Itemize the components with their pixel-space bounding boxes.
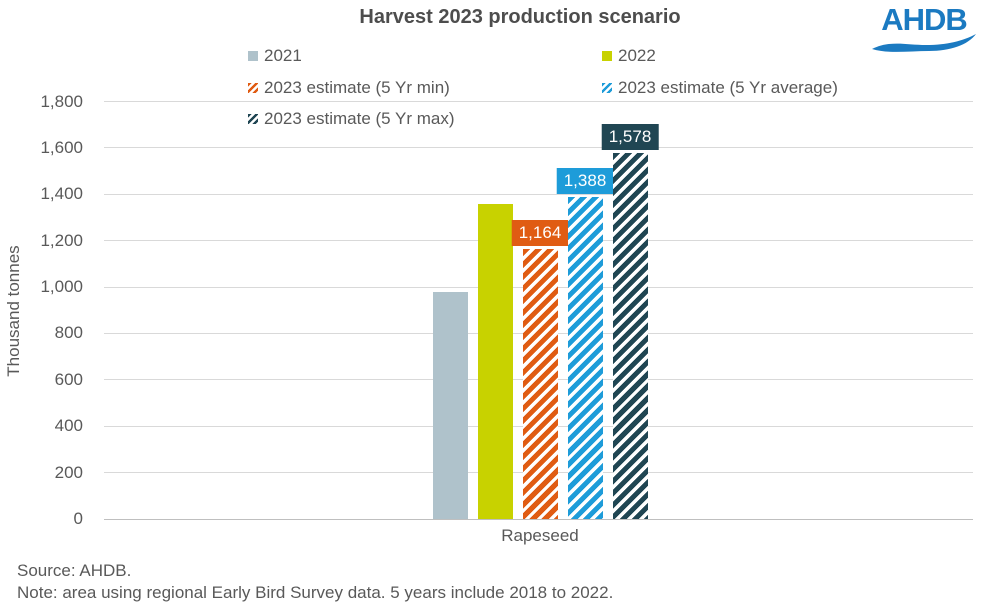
legend-item: 2023 estimate (5 Yr average)	[602, 78, 838, 98]
y-tick-label: 0	[73, 509, 83, 528]
gridline	[104, 147, 973, 149]
bar-value-label: 1,578	[601, 123, 659, 150]
gridline	[104, 101, 973, 102]
gridline	[104, 193, 973, 195]
legend-item: 2023 estimate (5 Yr max)	[248, 109, 455, 129]
ahdb-logo-text: AHDB	[881, 2, 968, 37]
legend-label: 2022	[618, 46, 656, 65]
bar-value-label: 1,388	[556, 168, 614, 195]
bar-value-label: 1,164	[511, 220, 569, 247]
y-tick-label: 1,000	[40, 277, 83, 297]
y-tick-label: 1,400	[40, 184, 83, 204]
x-axis-category-label: Rapeseed	[501, 526, 579, 545]
footnote: Note: area using regional Early Bird Sur…	[17, 583, 614, 602]
y-tick-label: 1,800	[40, 91, 83, 111]
y-axis-title: Thousand tonnes	[4, 245, 23, 377]
legend-item: 2022	[602, 46, 656, 66]
legend-label: 2023 estimate (5 Yr max)	[264, 109, 455, 128]
y-tick-label: 200	[54, 462, 83, 482]
bar-2023-estimate-5-yr-average	[567, 197, 603, 519]
legend-swatch-2023-estimate-5-yr-average	[602, 83, 612, 93]
bar-2023-estimate-5-yr-max	[612, 152, 648, 519]
ahdb-logo: AHDB	[872, 4, 976, 56]
legend-swatch-2023-estimate-5-yr-max	[248, 114, 258, 124]
y-tick-label: 800	[54, 323, 83, 343]
ahdb-wave-icon	[872, 34, 976, 52]
legend-swatch-2021	[248, 51, 258, 61]
y-tick-label: 1,200	[40, 230, 83, 250]
legend-swatch-2023-estimate-5-yr-min	[248, 83, 258, 93]
legend-label: 2023 estimate (5 Yr average)	[618, 78, 838, 97]
bar-2021	[432, 291, 468, 519]
y-tick-label: 600	[54, 369, 83, 389]
legend-item: 2023 estimate (5 Yr min)	[248, 78, 450, 98]
legend-swatch-2022	[602, 51, 612, 61]
chart-title: Harvest 2023 production scenario	[359, 6, 681, 28]
source-note: Source: AHDB.	[17, 561, 132, 580]
bar-2023-estimate-5-yr-min	[522, 249, 558, 519]
y-tick-label: 400	[54, 416, 83, 436]
y-tick-label: 1,600	[40, 137, 83, 157]
legend-label: 2023 estimate (5 Yr min)	[264, 78, 450, 97]
gridline	[104, 518, 973, 520]
bar-2022	[477, 203, 513, 519]
legend-item: 2021	[248, 46, 302, 66]
legend-label: 2021	[264, 46, 302, 65]
